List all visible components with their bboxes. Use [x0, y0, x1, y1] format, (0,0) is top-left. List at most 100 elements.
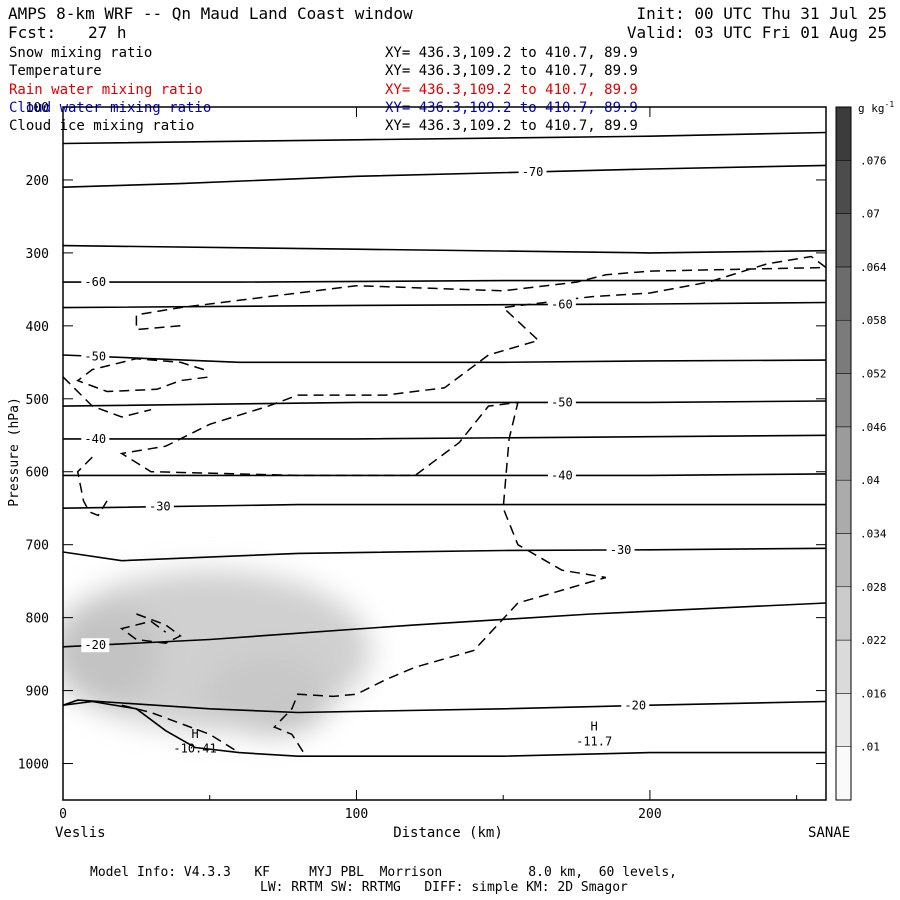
valid-time: Valid: 03 UTC Fri 01 Aug 25	[626, 23, 887, 42]
isotherm-label: -50	[84, 349, 106, 363]
isotherm-line	[63, 400, 826, 407]
annotation-label: -10.41	[173, 742, 216, 756]
isotherm-label: -30	[610, 543, 632, 557]
isotherm-label-bg	[145, 499, 174, 514]
annotation-label: -11.7	[576, 734, 612, 748]
isotherm-label-bg	[547, 297, 576, 312]
isotherm-line	[63, 131, 826, 145]
snow-shading-blob	[63, 570, 372, 731]
field-xy-snow: XY= 436.3,109.2 to 410.7, 89.9	[385, 45, 638, 61]
x-tick-label: 0	[59, 807, 67, 822]
y-tick-label: 800	[26, 612, 49, 627]
isotherm-label: -60	[551, 297, 573, 311]
isotherm-label: -40	[84, 432, 106, 446]
fcst-label: Fcst:	[8, 23, 57, 42]
model-info-line2: LW: RRTM SW: RRTMG DIFF: simple KM: 2D S…	[260, 880, 628, 895]
colorbar-unit: g kg-1	[858, 100, 894, 115]
field-xy-temperature: XY= 436.3,109.2 to 410.7, 89.9	[385, 63, 638, 79]
field-name-cloud-water: Cloud water mixing ratio	[9, 100, 212, 116]
x-tick-label: 200	[638, 807, 661, 822]
isotherm-label-bg	[81, 431, 110, 446]
cloud-ice-contour	[76, 456, 108, 517]
colorbar-swatch	[835, 213, 852, 268]
cloud-ice-contour	[119, 613, 182, 644]
y-tick-label: 100	[26, 101, 49, 116]
colorbar-swatch	[835, 426, 852, 481]
isotherm-label-bg	[518, 164, 547, 179]
colorbar-swatch	[835, 160, 852, 214]
isotherm-label-bg	[81, 349, 110, 364]
isotherm-label: -30	[149, 500, 171, 514]
x-endpoint-left: Veslis	[55, 825, 106, 841]
colorbar-swatch	[835, 586, 852, 641]
field-xy-cloud-water: XY= 436.3,109.2 to 410.7, 89.9	[385, 100, 638, 116]
y-tick-label: 600	[26, 466, 49, 481]
colorbar-tick-label: .022	[860, 634, 887, 647]
isotherm-label-bg	[81, 275, 110, 290]
colorbar-swatch	[835, 373, 852, 428]
cloud-ice-contour	[76, 357, 210, 393]
isotherm-line	[63, 473, 826, 477]
field-name-temperature: Temperature	[9, 63, 102, 79]
x-endpoint-right: SANAE	[808, 825, 850, 841]
y-tick-label: 1000	[18, 758, 49, 773]
isotherm-label-bg	[606, 542, 635, 557]
colorbar-swatch	[835, 319, 852, 374]
x-axis-label: Distance (km)	[393, 825, 503, 841]
colorbar-swatch	[835, 746, 852, 801]
isotherm-line	[63, 354, 826, 364]
colorbar-tick-label: .034	[860, 527, 887, 540]
colorbar-tick-label: .016	[860, 687, 887, 700]
field-name-cloud-ice: Cloud ice mixing ratio	[9, 118, 195, 134]
cloud-ice-contour	[119, 255, 826, 754]
cloud-ice-contour	[121, 704, 240, 754]
colorbar-swatch	[835, 533, 852, 588]
isotherm-label-bg	[621, 698, 650, 713]
isotherm-label-bg	[81, 638, 110, 653]
colorbar-swatch	[835, 639, 852, 694]
isotherm-label-bg	[547, 468, 576, 483]
isotherm-line	[63, 503, 826, 509]
isotherm-line	[63, 164, 826, 188]
isotherm-label: -70	[522, 165, 544, 179]
isotherm-label: -40	[551, 468, 573, 482]
plot-frame	[62, 106, 827, 801]
field-xy-rain: XY= 436.3,109.2 to 410.7, 89.9	[385, 82, 638, 98]
isotherm-line	[63, 301, 826, 309]
y-tick-label: 700	[26, 539, 49, 554]
colorbar-tick-label: .01	[860, 741, 880, 754]
colorbar-tick-label: .076	[860, 154, 887, 167]
field-name-snow: Snow mixing ratio	[9, 45, 153, 61]
isotherm-line	[63, 547, 826, 562]
x-tick-label: 100	[345, 807, 368, 822]
field-name-rain: Rain water mixing ratio	[9, 82, 203, 98]
colorbar-tick-label: .046	[860, 421, 887, 434]
y-tick-label: 900	[26, 685, 49, 700]
colorbar-frame	[835, 106, 852, 801]
colorbar-tick-label: .064	[860, 261, 887, 274]
annotation-label: H	[191, 727, 198, 741]
isotherm-line	[63, 244, 826, 254]
colorbar-swatch	[835, 479, 852, 534]
model-info-line1: Model Info: V4.3.3 KF MYJ PBL Morrison 8…	[90, 865, 677, 880]
colorbar-tick-label: .052	[860, 368, 887, 381]
colorbar-swatch	[835, 693, 852, 747]
y-tick-label: 400	[26, 320, 49, 335]
annotation-label: H	[591, 720, 598, 734]
isotherm-label: -60	[84, 275, 106, 289]
cloud-ice-contour	[63, 376, 152, 418]
fcst-value: 27 h	[88, 23, 127, 42]
colorbar-tick-label: .058	[860, 314, 887, 327]
y-tick-label: 200	[26, 174, 49, 189]
field-xy-cloud-ice: XY= 436.3,109.2 to 410.7, 89.9	[385, 118, 638, 134]
y-axis-label: Pressure (hPa)	[7, 397, 22, 507]
y-tick-label: 300	[26, 247, 49, 262]
colorbar-tick-label: .028	[860, 581, 887, 594]
colorbar-swatch	[835, 106, 852, 161]
y-tick-label: 500	[26, 393, 49, 408]
colorbar-swatch	[835, 266, 852, 321]
isotherm-label: -20	[624, 699, 646, 713]
isotherm-line	[63, 279, 826, 283]
isotherm-label: -20	[84, 638, 106, 652]
